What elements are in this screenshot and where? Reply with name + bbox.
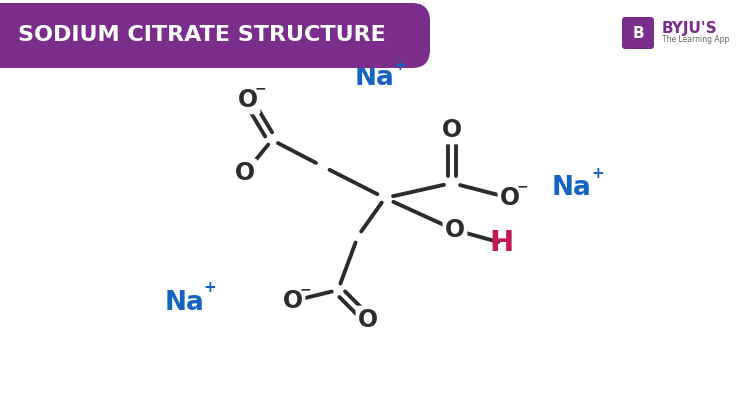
Text: The Learning App: The Learning App — [662, 35, 729, 45]
Text: O: O — [500, 186, 520, 210]
Text: −: − — [299, 282, 310, 296]
Text: +: + — [592, 166, 604, 181]
Text: SODIUM CITRATE STRUCTURE: SODIUM CITRATE STRUCTURE — [18, 25, 386, 45]
Text: −: − — [516, 179, 528, 193]
Text: O: O — [283, 289, 303, 313]
Text: Na: Na — [355, 65, 395, 91]
Bar — [0, 3, 30, 68]
Text: +: + — [394, 57, 406, 72]
Text: O: O — [235, 161, 255, 185]
Text: −: − — [254, 81, 266, 95]
FancyBboxPatch shape — [0, 3, 430, 68]
Text: Na: Na — [552, 175, 592, 201]
Text: O: O — [445, 218, 465, 242]
Text: O: O — [358, 308, 378, 332]
FancyBboxPatch shape — [622, 17, 654, 49]
Text: B: B — [632, 25, 644, 41]
Text: +: + — [203, 281, 216, 295]
Text: O: O — [238, 88, 258, 112]
Text: Na: Na — [165, 290, 205, 316]
Text: H: H — [490, 229, 514, 257]
Text: BYJU'S: BYJU'S — [662, 21, 718, 35]
Text: O: O — [442, 118, 462, 142]
